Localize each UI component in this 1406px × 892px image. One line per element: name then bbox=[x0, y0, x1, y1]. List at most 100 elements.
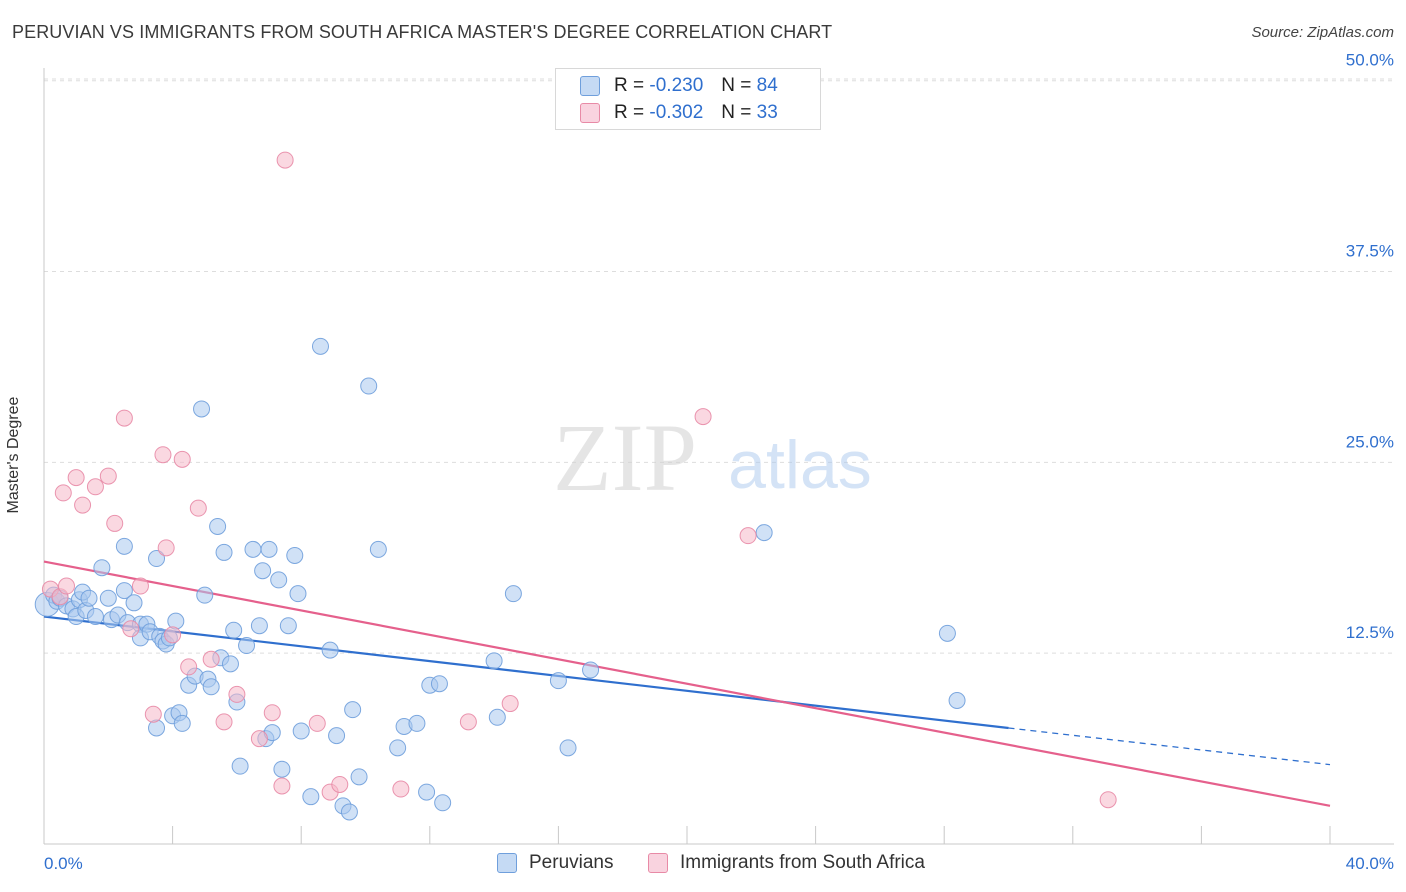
legend-n-value: 84 bbox=[756, 75, 778, 96]
series-legend: Peruvians Immigrants from South Africa bbox=[0, 852, 1406, 878]
watermark-atlas: atlas bbox=[728, 427, 872, 503]
point-peruvians bbox=[225, 621, 243, 639]
point-south-africa bbox=[122, 620, 140, 638]
legend-label-south-africa: Immigrants from South Africa bbox=[680, 852, 925, 873]
point-south-africa bbox=[273, 777, 291, 795]
point-south-africa bbox=[202, 650, 220, 668]
point-south-africa bbox=[459, 713, 477, 731]
point-peruvians bbox=[389, 739, 407, 757]
point-south-africa bbox=[501, 695, 519, 713]
point-south-africa bbox=[276, 151, 294, 169]
point-peruvians bbox=[86, 608, 104, 626]
point-peruvians bbox=[193, 400, 211, 418]
point-peruvians bbox=[369, 540, 387, 558]
grid-lines bbox=[44, 78, 1394, 654]
point-peruvians bbox=[408, 714, 426, 732]
point-south-africa bbox=[263, 704, 281, 722]
point-peruvians bbox=[434, 794, 452, 812]
legend-r-label: R = bbox=[614, 102, 645, 123]
point-peruvians bbox=[202, 678, 220, 696]
legend-n-label: N = bbox=[721, 75, 752, 96]
point-south-africa bbox=[106, 514, 124, 532]
point-south-africa bbox=[144, 705, 162, 723]
point-peruvians bbox=[286, 546, 304, 564]
point-peruvians bbox=[321, 641, 339, 659]
legend-swatch-south-africa bbox=[648, 853, 668, 873]
point-south-africa bbox=[308, 714, 326, 732]
point-peruvians bbox=[273, 760, 291, 778]
point-peruvians bbox=[215, 543, 233, 561]
point-peruvians bbox=[549, 672, 567, 690]
legend-swatch-blue bbox=[580, 76, 600, 96]
point-south-africa bbox=[331, 775, 349, 793]
point-peruvians bbox=[289, 585, 307, 603]
point-peruvians bbox=[115, 537, 133, 555]
point-peruvians bbox=[488, 708, 506, 726]
point-peruvians bbox=[270, 571, 288, 589]
point-south-africa bbox=[115, 409, 133, 427]
point-south-africa bbox=[189, 499, 207, 517]
point-peruvians bbox=[93, 559, 111, 577]
y-tick-label: 37.5% bbox=[1346, 242, 1394, 261]
point-south-africa bbox=[228, 685, 246, 703]
correlation-legend: R = -0.230 N = 84 R = -0.302 N = 33 bbox=[555, 68, 821, 130]
point-peruvians bbox=[504, 585, 522, 603]
point-peruvians bbox=[485, 652, 503, 670]
point-peruvians bbox=[279, 617, 297, 635]
legend-r-value: -0.230 bbox=[649, 75, 704, 96]
legend-label-peruvians: Peruvians bbox=[529, 852, 614, 873]
trend-line-south-africa bbox=[43, 560, 1331, 807]
point-peruvians bbox=[244, 540, 262, 558]
point-peruvians bbox=[559, 739, 577, 757]
point-peruvians bbox=[582, 661, 600, 679]
point-peruvians bbox=[938, 624, 956, 642]
tick-labels: 12.5% 25.0% 37.5% 50.0% 0.0% 40.0% bbox=[44, 51, 1394, 873]
point-south-africa bbox=[99, 467, 117, 485]
point-south-africa bbox=[54, 484, 72, 502]
chart-source: Source: ZipAtlas.com bbox=[1251, 24, 1394, 41]
point-south-africa bbox=[215, 713, 233, 731]
point-peruvians bbox=[99, 589, 117, 607]
legend-r-label: R = bbox=[614, 75, 645, 96]
point-peruvians bbox=[340, 803, 358, 821]
legend-item-south-africa: Immigrants from South Africa bbox=[648, 852, 925, 874]
point-south-africa bbox=[1099, 791, 1117, 809]
trend-line-peruvians-extension bbox=[1008, 727, 1331, 766]
point-south-africa bbox=[739, 527, 757, 545]
x-tick-label: 40.0% bbox=[1346, 854, 1394, 873]
point-south-africa bbox=[58, 577, 76, 595]
point-south-africa bbox=[131, 577, 149, 595]
point-peruvians bbox=[196, 586, 214, 604]
legend-item-peruvians: Peruvians bbox=[497, 852, 614, 874]
point-peruvians bbox=[231, 757, 249, 775]
point-peruvians bbox=[350, 768, 368, 786]
y-axis-label: Master's Degree bbox=[5, 396, 22, 514]
point-south-africa bbox=[392, 780, 410, 798]
watermark: ZIP atlas bbox=[553, 404, 872, 511]
legend-row-peruvians: R = -0.230 N = 84 bbox=[580, 73, 778, 99]
point-peruvians bbox=[430, 675, 448, 693]
point-south-africa bbox=[67, 469, 85, 487]
point-peruvians bbox=[238, 637, 256, 655]
point-peruvians bbox=[254, 562, 272, 580]
legend-row-south-africa: R = -0.302 N = 33 bbox=[580, 100, 778, 126]
point-south-africa bbox=[74, 496, 92, 514]
chart-title: PERUVIAN VS IMMIGRANTS FROM SOUTH AFRICA… bbox=[12, 22, 833, 42]
point-peruvians bbox=[221, 655, 239, 673]
point-peruvians bbox=[125, 594, 143, 612]
watermark-zip: ZIP bbox=[553, 404, 697, 511]
point-peruvians bbox=[80, 589, 98, 607]
y-tick-label: 12.5% bbox=[1346, 623, 1394, 642]
legend-swatch-pink bbox=[580, 103, 600, 123]
point-south-africa bbox=[173, 450, 191, 468]
point-south-africa bbox=[694, 408, 712, 426]
legend-swatch-peruvians bbox=[497, 853, 517, 873]
legend-n-value: 33 bbox=[756, 102, 778, 123]
point-south-africa bbox=[86, 478, 104, 496]
y-tick-label: 25.0% bbox=[1346, 432, 1394, 451]
point-peruvians bbox=[360, 377, 378, 395]
point-peruvians bbox=[948, 692, 966, 710]
axes bbox=[43, 68, 1394, 845]
point-peruvians bbox=[755, 524, 773, 542]
